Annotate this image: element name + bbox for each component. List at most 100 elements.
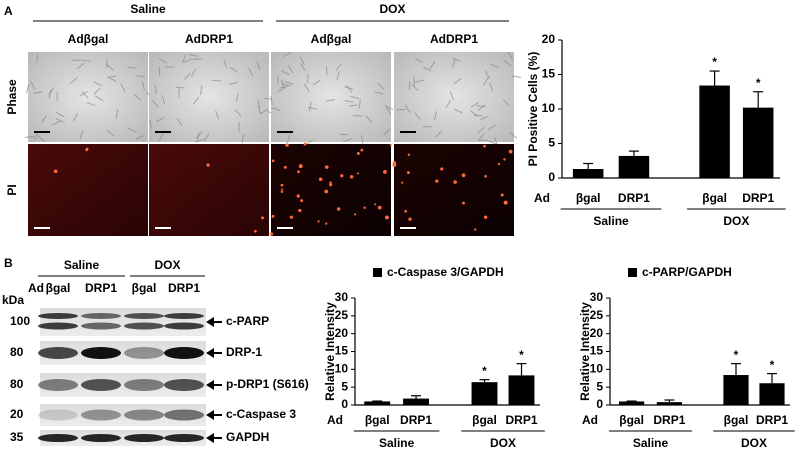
cell <box>451 57 461 62</box>
lane-prefix: Ad <box>28 281 44 295</box>
cell <box>336 71 340 81</box>
category-prefix: Ad <box>327 413 343 427</box>
cell <box>149 119 152 130</box>
cell <box>86 102 96 107</box>
pi-dot <box>508 149 513 154</box>
group-label: Saline <box>593 214 629 228</box>
condition-label: Adβgal <box>311 32 352 46</box>
cell <box>156 117 165 123</box>
cell <box>348 104 358 107</box>
panel-label: B <box>4 256 13 270</box>
cell <box>453 78 462 85</box>
cell <box>127 127 136 133</box>
kda-marker: 35 <box>10 430 24 444</box>
x-tick-label: DRP1 <box>653 413 685 427</box>
band <box>164 322 204 330</box>
arrow-head <box>206 433 214 443</box>
kda-marker: 20 <box>10 407 24 421</box>
pi-dot <box>281 188 284 191</box>
band <box>164 379 204 391</box>
cell <box>241 134 244 144</box>
cell <box>30 80 36 90</box>
cell <box>284 81 294 85</box>
group-label: DOX <box>379 2 405 16</box>
legend-swatch <box>373 268 382 277</box>
group-label: DOX <box>154 258 180 272</box>
cell <box>281 83 291 87</box>
cell <box>281 70 290 76</box>
pi-dot <box>285 143 289 147</box>
cell <box>404 104 411 114</box>
cell <box>223 59 228 69</box>
cell <box>511 75 521 78</box>
x-tick-label: βgal <box>724 413 749 427</box>
pi-dot <box>377 205 382 210</box>
cell <box>435 130 442 138</box>
cell <box>383 127 391 136</box>
pi-dot <box>318 177 323 182</box>
cell <box>342 138 352 143</box>
condition-label: Adβgal <box>68 32 109 46</box>
band <box>124 379 164 391</box>
cell <box>229 66 238 73</box>
significance: * <box>482 364 487 378</box>
bar <box>572 169 604 178</box>
cell <box>36 53 39 63</box>
cell <box>509 132 518 139</box>
x-tick-label: βgal <box>702 191 727 205</box>
arrow-head <box>206 317 214 327</box>
pi-dot <box>329 181 332 184</box>
kda-label: kDa <box>2 293 24 307</box>
x-tick-label: βgal <box>576 191 601 205</box>
y-tick-label: 30 <box>590 290 604 304</box>
pi-dot <box>483 144 486 148</box>
y-tick-label: 15 <box>542 67 556 81</box>
band <box>124 434 164 442</box>
x-tick-label: DRP1 <box>505 413 537 427</box>
kda-marker: 80 <box>10 377 24 391</box>
pi-dot <box>303 142 307 146</box>
blot <box>40 308 206 336</box>
x-tick-label: βgal <box>619 413 644 427</box>
pi-dot <box>440 167 444 171</box>
bar <box>656 402 682 405</box>
cell <box>48 87 55 96</box>
pi-image <box>394 144 514 236</box>
cell <box>37 134 45 142</box>
cell <box>488 140 498 145</box>
pi-dot <box>340 174 344 178</box>
cell <box>414 112 421 121</box>
pi-dot <box>349 175 354 179</box>
band <box>38 434 78 442</box>
cell <box>183 58 193 63</box>
y-axis-label: Relative Intensity <box>323 302 337 401</box>
cell <box>277 86 287 93</box>
cell <box>184 72 191 80</box>
cell <box>411 84 419 92</box>
pi-dot <box>280 183 284 187</box>
arrow-head <box>206 410 214 420</box>
cell <box>303 83 310 92</box>
cell <box>339 133 349 136</box>
band <box>81 379 121 391</box>
pi-dot <box>503 200 508 205</box>
pi-dot <box>325 222 328 225</box>
cell <box>374 91 384 95</box>
row-label: Phase <box>5 79 19 115</box>
cell <box>195 138 205 143</box>
blot-label: c-PARP <box>226 314 269 328</box>
pi-dot <box>206 163 210 167</box>
cell <box>477 104 486 111</box>
cell <box>127 66 137 69</box>
pi-dot <box>354 213 357 216</box>
lane-label: βgal <box>46 281 71 295</box>
pi-dot <box>503 158 506 161</box>
pi-dot <box>85 148 88 152</box>
y-tick-label: 10 <box>590 362 604 376</box>
cell <box>346 85 353 93</box>
cell <box>360 135 364 145</box>
pi-dot <box>500 193 504 197</box>
cell <box>135 134 145 140</box>
cell <box>81 91 89 99</box>
